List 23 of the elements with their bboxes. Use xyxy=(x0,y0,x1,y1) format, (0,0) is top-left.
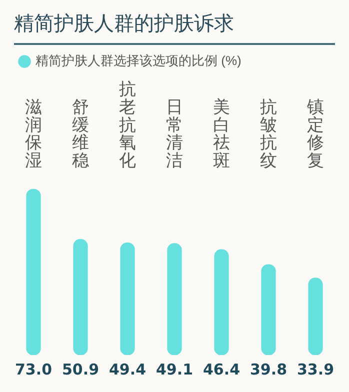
data-label: 73.0 xyxy=(14,360,52,378)
x-tick-label: 美白祛斑 xyxy=(213,97,230,170)
legend-label: 精简护肤人群选择该选项的比例 (%) xyxy=(36,53,242,68)
x-tick-label: 舒缓维稳 xyxy=(72,97,89,170)
data-label: 46.4 xyxy=(202,360,240,378)
data-label: 50.9 xyxy=(62,360,100,378)
x-tick-label: 抗皱抗纹 xyxy=(260,97,277,170)
x-tick-label: 日常清洁 xyxy=(166,97,183,170)
bar xyxy=(120,242,135,355)
bar xyxy=(214,249,229,355)
data-label: 49.1 xyxy=(156,360,194,378)
bar xyxy=(261,264,276,355)
bar xyxy=(167,243,182,355)
x-tick-label: 镇定修复 xyxy=(306,97,324,170)
data-label: 33.9 xyxy=(296,360,334,378)
data-label: 49.4 xyxy=(108,360,146,378)
data-label: 39.8 xyxy=(250,360,288,378)
bar xyxy=(308,278,323,355)
x-tick-label: 滋润保湿 xyxy=(25,97,42,170)
bar xyxy=(73,239,88,355)
chart-title: 精简护肤人群的护肤诉求 xyxy=(14,10,335,45)
x-tick-label: 抗老抗氧化 xyxy=(119,80,136,170)
bar xyxy=(26,188,41,355)
